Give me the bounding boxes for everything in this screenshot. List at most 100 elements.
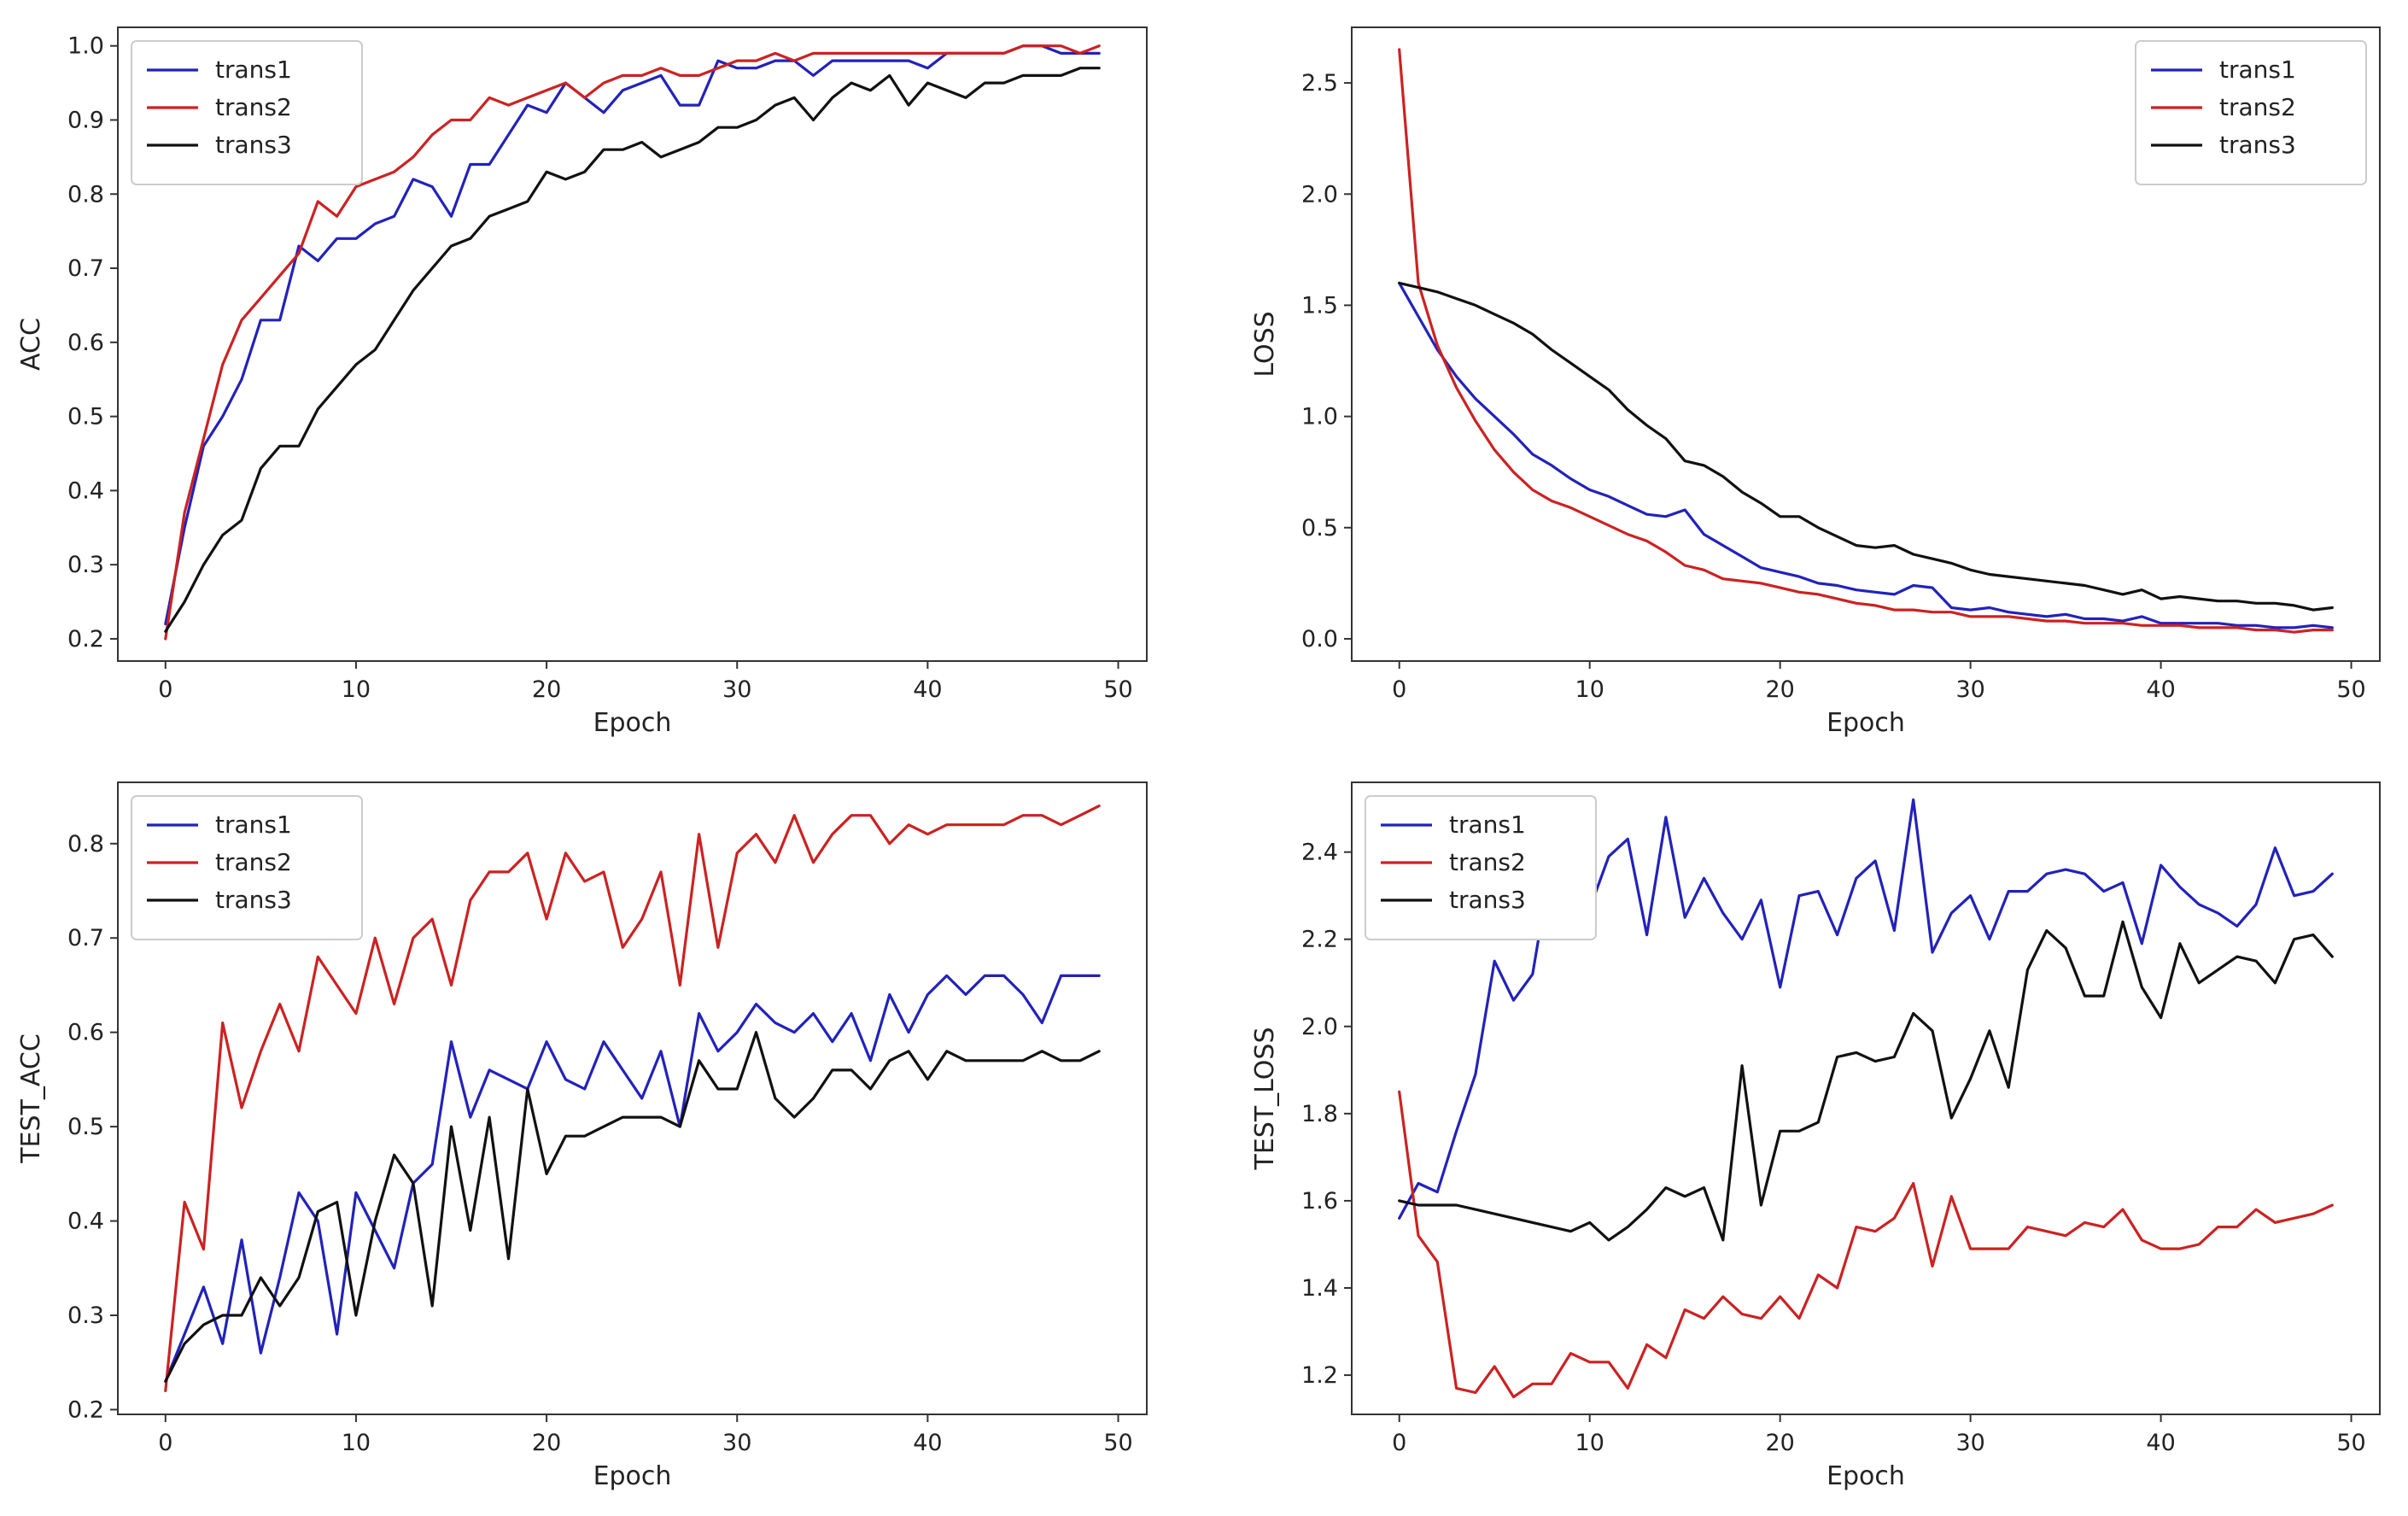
y-tick-label: 0.0 [1301, 626, 1338, 653]
series-line-trans1 [1398, 281, 2334, 629]
y-tick-label: 1.0 [1301, 404, 1338, 430]
x-tick-label: 40 [913, 676, 942, 703]
y-axis-label: TEST_LOSS [1250, 1027, 1280, 1171]
x-tick-label: 10 [1575, 1430, 1604, 1456]
y-tick-label: 0.6 [67, 1020, 104, 1046]
y-tick-label: 0.5 [67, 1114, 104, 1140]
legend-frame [2135, 40, 2367, 185]
x-tick-label: 30 [1955, 1430, 1984, 1456]
y-tick-label: 0.8 [67, 831, 104, 858]
y-tick-label: 1.6 [1301, 1188, 1338, 1215]
legend: trans1 trans2 trans3 [1365, 795, 1597, 940]
y-tick-label: 0.3 [67, 1302, 104, 1329]
x-tick-label: 40 [2146, 676, 2175, 703]
y-tick-label: 1.0 [67, 33, 104, 60]
x-tick-label: 50 [2336, 1430, 2365, 1456]
y-tick-label: 2.4 [1301, 840, 1338, 866]
y-tick-label: 0.9 [67, 107, 104, 133]
y-tick-label: 0.3 [67, 552, 104, 578]
x-tick-label: 10 [342, 676, 371, 703]
y-tick-label: 1.5 [1301, 292, 1338, 319]
y-tick-label: 2.5 [1301, 70, 1338, 97]
y-tick-label: 0.7 [67, 925, 104, 951]
y-tick-label: 0.7 [67, 255, 104, 282]
series-line-trans3 [1398, 920, 2334, 1242]
x-tick-label: 40 [2146, 1430, 2175, 1456]
y-axis-label: ACC [16, 318, 46, 371]
series-line-trans3 [1398, 281, 2334, 612]
legend-label-trans1: trans1 [215, 811, 292, 839]
legend-label-trans1: trans1 [2219, 56, 2296, 84]
y-axis-label: TEST_ACC [16, 1033, 46, 1164]
x-tick-label: 0 [158, 676, 172, 703]
y-tick-label: 0.4 [67, 1209, 104, 1235]
legend-frame [1365, 795, 1597, 940]
series-line-trans2 [164, 44, 1101, 641]
y-tick-label: 1.4 [1301, 1275, 1338, 1302]
plot-frame [117, 26, 1148, 662]
x-tick-label: 20 [1765, 1430, 1794, 1456]
series-line-trans3 [164, 1031, 1101, 1383]
x-tick-label: 20 [532, 1430, 561, 1456]
series-line-trans2 [1398, 1090, 2334, 1399]
series-line-trans1 [164, 44, 1101, 626]
legend-label-trans3: trans3 [215, 886, 292, 914]
y-tick-label: 0.4 [67, 477, 104, 504]
plot-frame [117, 781, 1148, 1415]
legend-label-trans3: trans3 [215, 131, 292, 159]
legend-label-trans1: trans1 [215, 56, 292, 84]
series-line-trans2 [164, 804, 1101, 1393]
x-tick-label: 30 [722, 676, 751, 703]
legend: trans1 trans2 trans3 [2135, 40, 2367, 185]
series-line-trans3 [164, 67, 1101, 633]
x-tick-label: 20 [1765, 676, 1794, 703]
x-axis-label: Epoch [593, 708, 672, 738]
y-tick-label: 0.6 [67, 330, 104, 356]
x-tick-label: 30 [1955, 676, 1984, 703]
series-line-trans1 [164, 974, 1101, 1383]
x-axis-label: Epoch [593, 1461, 672, 1491]
legend-frame [131, 40, 363, 185]
legend-label-trans3: trans3 [2219, 131, 2296, 159]
legend-frame [131, 795, 363, 940]
legend-label-trans2: trans2 [1449, 848, 1526, 876]
x-axis-label: Epoch [1826, 1461, 1905, 1491]
subplot-test_acc: 0 10 20 30 40 50 0.2 0.3 0.4 0.5 0.6 0.7 0.8 Epoch TES… [16, 781, 1148, 1491]
y-tick-label: 2.0 [1301, 1014, 1338, 1040]
plot-frame [1351, 781, 2381, 1415]
x-tick-label: 0 [1392, 676, 1406, 703]
y-tick-label: 2.2 [1301, 927, 1338, 953]
y-tick-label: 0.2 [67, 1396, 104, 1423]
legend-label-trans1: trans1 [1449, 811, 1526, 839]
y-axis-label: LOSS [1250, 311, 1280, 377]
x-tick-label: 50 [1103, 676, 1132, 703]
x-tick-label: 10 [342, 1430, 371, 1456]
subplot-loss: 0 10 20 30 40 50 0.0 0.5 1.0 1.5 2.0 2.5 Epoch LOSS tr… [1250, 26, 2381, 738]
legend-label-trans3: trans3 [1449, 886, 1526, 914]
subplot-grid: 0 10 20 30 40 50 0.2 0.3 0.4 0.5 0.6 0.7 0.8 0.9 1.0 Ep… [16, 26, 2381, 1491]
x-tick-label: 0 [1392, 1430, 1406, 1456]
x-tick-label: 20 [532, 676, 561, 703]
legend: trans1 trans2 trans3 [131, 795, 363, 940]
y-tick-label: 0.5 [1301, 515, 1338, 541]
y-tick-label: 0.2 [67, 626, 104, 653]
y-tick-label: 0.5 [67, 404, 104, 430]
x-axis-label: Epoch [1826, 708, 1905, 738]
y-tick-label: 1.2 [1301, 1362, 1338, 1389]
legend-label-trans2: trans2 [2219, 93, 2296, 121]
x-tick-label: 50 [2336, 676, 2365, 703]
y-tick-label: 2.0 [1301, 181, 1338, 208]
x-tick-label: 40 [913, 1430, 942, 1456]
y-tick-label: 1.8 [1301, 1101, 1338, 1127]
plot-frame [1351, 26, 2381, 662]
legend-label-trans2: trans2 [215, 93, 292, 121]
x-tick-label: 50 [1103, 1430, 1132, 1456]
x-tick-label: 30 [722, 1430, 751, 1456]
legend-label-trans2: trans2 [215, 848, 292, 876]
x-tick-label: 10 [1575, 676, 1604, 703]
subplot-acc: 0 10 20 30 40 50 0.2 0.3 0.4 0.5 0.6 0.7 0.8 0.9 1.0 Ep… [16, 26, 1148, 738]
subplot-test_loss: 0 10 20 30 40 50 1.2 1.4 1.6 1.8 2.0 2.2 2.4 Epoch TES… [1250, 781, 2381, 1491]
legend: trans1 trans2 trans3 [131, 40, 363, 185]
